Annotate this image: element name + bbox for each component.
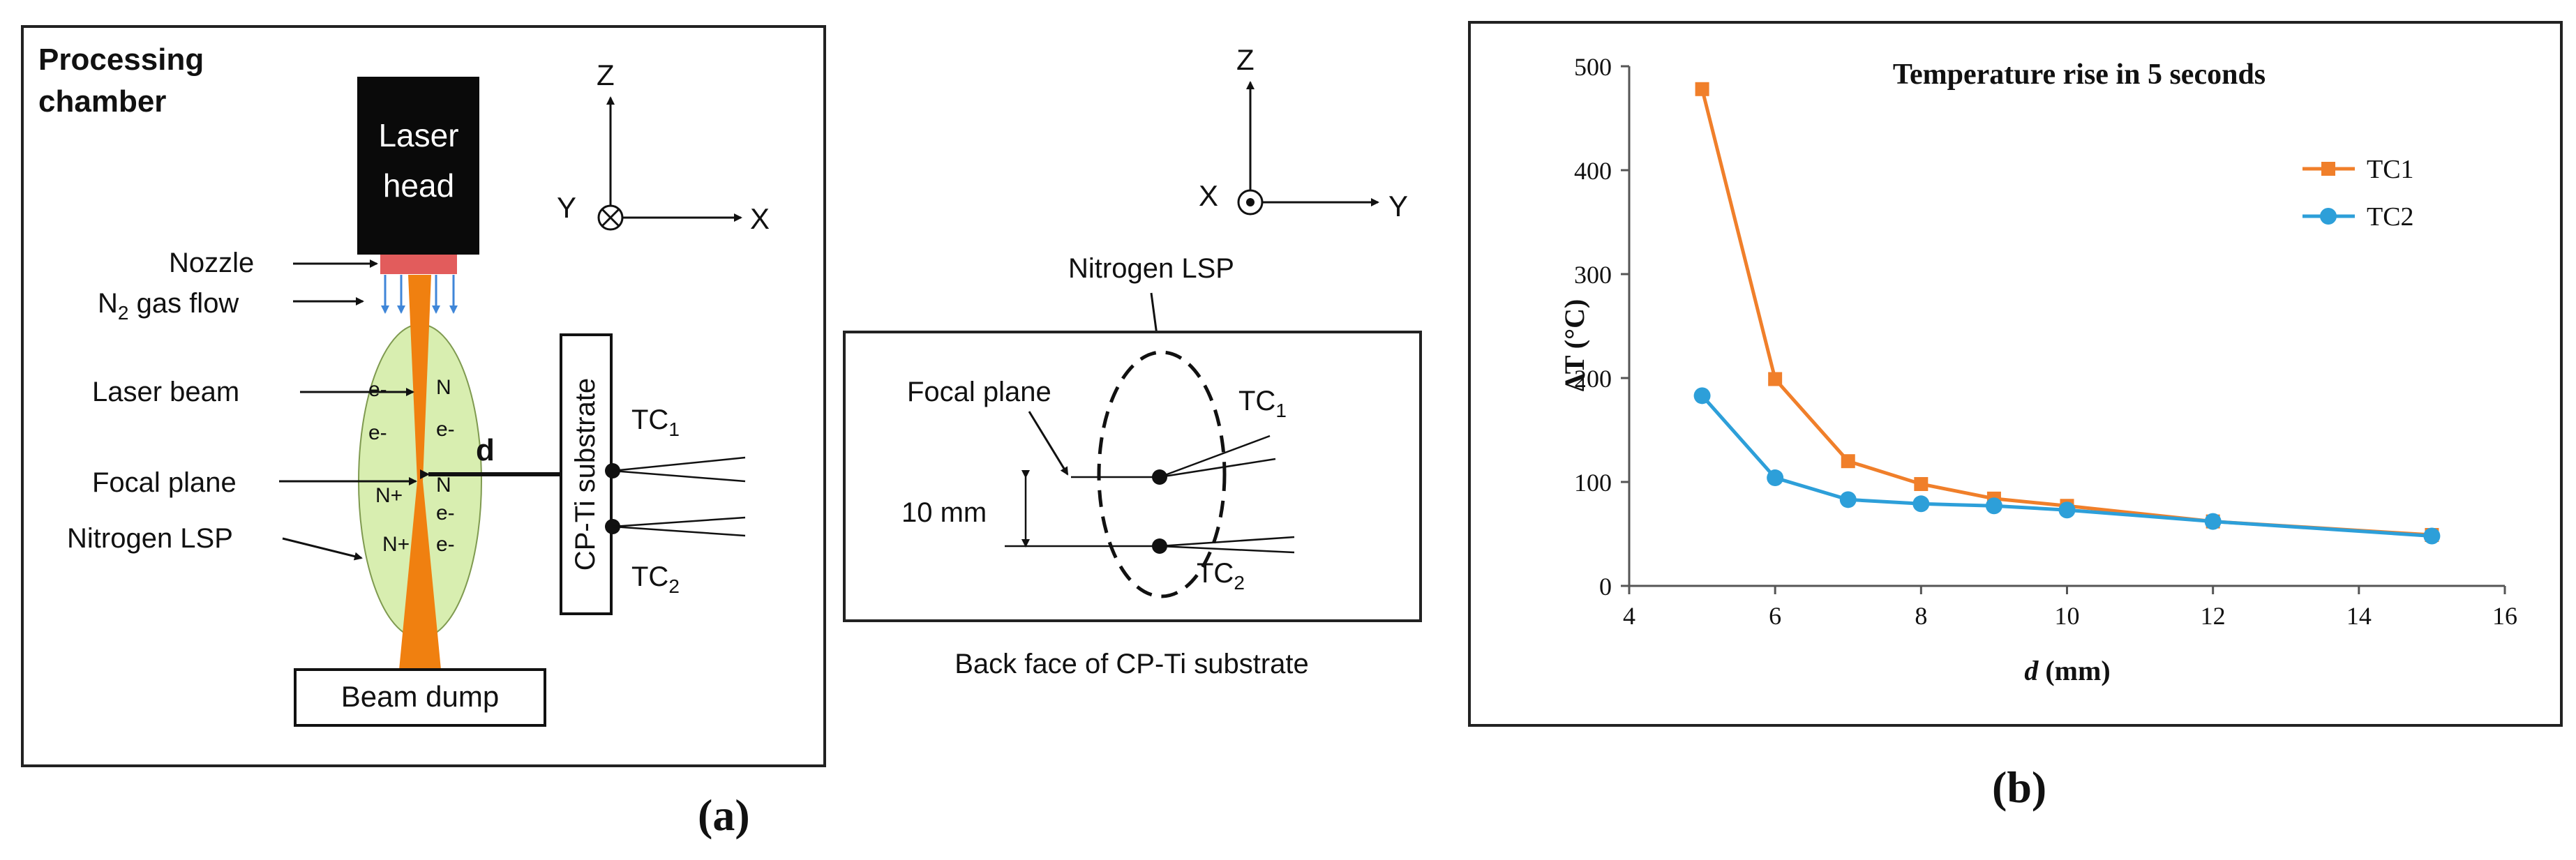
coordinate-system-b: Z X Y bbox=[1199, 43, 1408, 222]
axis-z-label-b: Z bbox=[1236, 43, 1255, 76]
chamber-title-line1: Processing bbox=[38, 43, 204, 77]
y-tick-label: 400 bbox=[1574, 157, 1612, 185]
nozzle-shape bbox=[380, 255, 457, 274]
chart-legend: TC1 TC2 bbox=[2302, 155, 2414, 232]
plasma-species: e- e- N e- N+ N+ e- N e- bbox=[368, 376, 455, 556]
species-8: N bbox=[436, 474, 451, 497]
plasma-footprint-ellipse bbox=[1097, 350, 1227, 598]
species-6: N+ bbox=[382, 533, 410, 556]
y-tick-label: 300 bbox=[1574, 261, 1612, 289]
x-tick-label: 12 bbox=[2201, 602, 2226, 630]
axis-z-label-a: Z bbox=[597, 59, 615, 91]
tc2-point-marker bbox=[1912, 495, 1930, 513]
panel-a: Processing chamber Laser head Nozzle N2 … bbox=[21, 25, 826, 840]
tc2-point-marker bbox=[2423, 527, 2441, 545]
chart-series bbox=[1693, 82, 2441, 545]
x-tick-label: 8 bbox=[1915, 602, 1927, 630]
tc2-point-marker bbox=[1839, 491, 1857, 508]
tc1-label: TC1 bbox=[631, 405, 680, 440]
chamber-title-line2: chamber bbox=[38, 84, 166, 119]
x-axis-label-unit: (mm) bbox=[2045, 655, 2110, 686]
x-axis-label-var: d bbox=[2024, 655, 2039, 686]
series-line-tc2 bbox=[1700, 394, 2432, 538]
y-axis-label: ΔT (°C) bbox=[1559, 299, 1590, 392]
species-4: e- bbox=[436, 418, 455, 441]
substrate-label: CP-Ti substrate bbox=[570, 378, 601, 571]
x-tick-label: 6 bbox=[1769, 602, 1781, 630]
nitrogen-lsp-label: Nitrogen LSP bbox=[67, 523, 233, 554]
tc2-point-marker bbox=[1693, 387, 1711, 405]
laser-head-label-1: Laser bbox=[378, 117, 458, 153]
panel-back-face: Z X Y Nitrogen LSP 10 mm Focal plane TC1… bbox=[843, 43, 1422, 679]
chart-axes: 0 100 200 300 400 500 4 6 8 10 12 14 16 bbox=[1574, 53, 2517, 630]
focal-plane-label: Focal plane bbox=[92, 467, 237, 498]
chart-frame bbox=[1468, 21, 2563, 727]
panel-b: Temperature rise in 5 seconds ΔT (°C) d(… bbox=[1468, 21, 2563, 812]
y-tick-label: 500 bbox=[1574, 53, 1612, 81]
x-tick-label: 4 bbox=[1623, 602, 1635, 630]
legend-marker-tc2 bbox=[2320, 208, 2337, 225]
axis-y-label-a: Y bbox=[557, 191, 576, 224]
x-tick-label: 10 bbox=[2055, 602, 2080, 630]
focal-plane-label-b: Focal plane bbox=[907, 377, 1051, 407]
beam-dump-label: Beam dump bbox=[341, 680, 499, 713]
species-5: N+ bbox=[375, 484, 403, 507]
laser-beam-label: Laser beam bbox=[92, 377, 239, 407]
tc1-point-marker bbox=[1768, 372, 1783, 386]
processing-chamber-frame bbox=[21, 25, 826, 767]
tc2-point-marker bbox=[1767, 469, 1784, 487]
tc1-point-marker bbox=[1841, 454, 1855, 469]
species-2: e- bbox=[368, 421, 387, 444]
legend-marker-tc1 bbox=[2321, 162, 2335, 176]
tc2-point-marker bbox=[1985, 497, 2002, 515]
x-tick-label: 16 bbox=[2492, 602, 2517, 630]
legend-label-tc2: TC2 bbox=[2367, 202, 2414, 232]
nozzle-label: Nozzle bbox=[169, 248, 254, 278]
nitrogen-lsp-label-b: Nitrogen LSP bbox=[1068, 253, 1234, 284]
y-tick-label: 0 bbox=[1599, 573, 1612, 601]
beam-dump-box bbox=[294, 668, 546, 727]
axis-x-label-b: X bbox=[1199, 179, 1218, 212]
species-3: N bbox=[436, 376, 451, 399]
distance-label: d bbox=[476, 433, 495, 467]
axis-x-label-a: X bbox=[750, 202, 770, 235]
caption-a: (a) bbox=[698, 790, 750, 840]
cp-ti-substrate bbox=[560, 333, 613, 615]
species-9: e- bbox=[436, 533, 455, 556]
tc1-point-marker bbox=[1914, 476, 1929, 491]
tc2-point-marker bbox=[2058, 501, 2076, 519]
tc1-point-marker bbox=[1695, 82, 1709, 96]
species-7: e- bbox=[436, 501, 455, 525]
laser-head-box bbox=[357, 77, 479, 255]
laser-head-label-2: head bbox=[383, 167, 454, 204]
x-axis-label: d (mm) bbox=[2024, 655, 2110, 686]
back-face-caption: Back face of CP-Ti substrate bbox=[954, 649, 1309, 679]
tc2-point-marker bbox=[2204, 513, 2222, 530]
legend-label-tc1: TC1 bbox=[2367, 155, 2414, 184]
spacing-label: 10 mm bbox=[901, 497, 987, 528]
axis-y-label-b: Y bbox=[1388, 190, 1408, 222]
y-tick-label: 200 bbox=[1574, 365, 1612, 393]
chart-title: Temperature rise in 5 seconds bbox=[1893, 59, 2266, 91]
x-tick-label: 14 bbox=[2346, 602, 2372, 630]
n2-gas-flow-label: N2 gas flow bbox=[98, 288, 239, 324]
caption-b: (b) bbox=[1992, 762, 2046, 812]
y-tick-label: 100 bbox=[1574, 469, 1612, 497]
species-1: e- bbox=[368, 378, 387, 401]
coordinate-system-a: Z Y X bbox=[557, 59, 770, 235]
tc2-label: TC2 bbox=[631, 561, 680, 597]
